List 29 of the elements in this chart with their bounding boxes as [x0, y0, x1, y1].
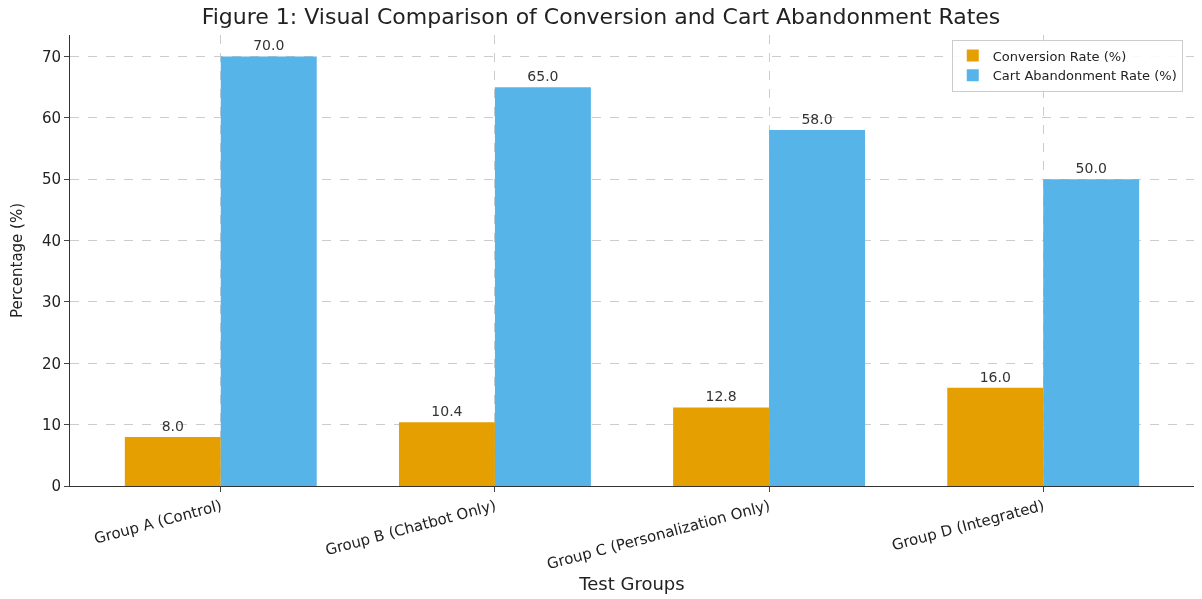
- legend-label: Cart Abandonment Rate (%): [992, 68, 1177, 84]
- bar: [398, 422, 495, 486]
- data-label: 58.0: [801, 111, 833, 128]
- y-tick-label: 10: [41, 415, 61, 434]
- bar: [947, 387, 1044, 486]
- bar: [494, 87, 591, 486]
- y-tick-label: 0: [51, 477, 61, 496]
- data-label: 8.0: [161, 417, 184, 434]
- data-label: 16.0: [979, 368, 1011, 385]
- bar: [220, 56, 317, 486]
- y-axis-title: Percentage (%): [8, 202, 27, 319]
- chart-title: Figure 1: Visual Comparison of Conversion and Cart Abandonment Rates: [201, 4, 1001, 30]
- bar: [1043, 179, 1140, 486]
- bar: [673, 407, 770, 486]
- data-label: 10.4: [431, 403, 463, 420]
- y-tick-label: 20: [41, 354, 61, 373]
- data-label: 12.8: [705, 388, 737, 405]
- data-label: 65.0: [527, 68, 559, 85]
- y-tick-label: 70: [41, 47, 61, 66]
- data-label: 70.0: [253, 37, 285, 54]
- bar: [124, 436, 221, 486]
- x-axis-title: Test Groups: [578, 573, 685, 595]
- y-tick-label: 30: [41, 293, 61, 312]
- bar: [769, 130, 866, 486]
- legend-label: Conversion Rate (%): [992, 48, 1127, 64]
- y-tick-label: 50: [41, 170, 61, 189]
- y-tick-label: 60: [41, 109, 61, 128]
- data-label: 50.0: [1075, 160, 1107, 177]
- y-tick-label: 40: [41, 231, 61, 250]
